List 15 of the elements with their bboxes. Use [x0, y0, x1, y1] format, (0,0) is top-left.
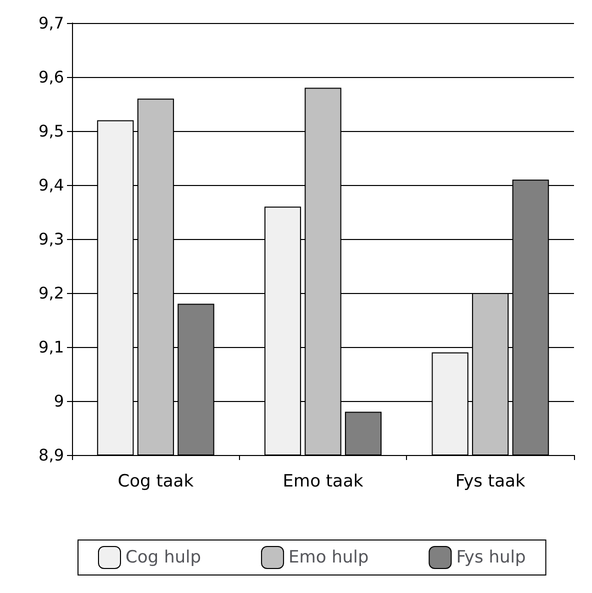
y-tick-label: 9,2 — [38, 284, 64, 302]
y-tick-label: 8,9 — [38, 446, 64, 464]
x-tick-label: Fys taak — [455, 472, 526, 492]
y-tick-label: 9,4 — [38, 176, 64, 194]
x-tick-label: Emo taak — [282, 472, 364, 492]
legend-label: Fys hulp — [456, 548, 526, 568]
y-tick-label: 9,7 — [38, 14, 64, 32]
y-tick-label: 9,1 — [38, 338, 64, 356]
y-tick-label: 9,6 — [38, 68, 64, 86]
legend-label: Cog hulp — [126, 548, 202, 568]
y-tick-label: 9,5 — [38, 122, 64, 140]
legend-label: Emo hulp — [288, 548, 369, 568]
y-tick-label: 9 — [54, 392, 64, 410]
x-tick-label: Cog taak — [118, 472, 194, 492]
y-tick-label: 9,3 — [38, 230, 64, 248]
